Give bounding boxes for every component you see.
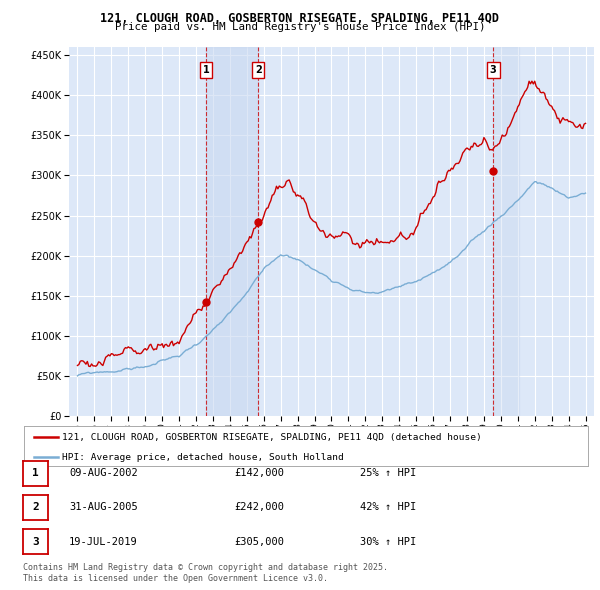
Text: 121, CLOUGH ROAD, GOSBERTON RISEGATE, SPALDING, PE11 4QD: 121, CLOUGH ROAD, GOSBERTON RISEGATE, SP… xyxy=(101,12,499,25)
Text: £142,000: £142,000 xyxy=(234,468,284,478)
Text: This data is licensed under the Open Government Licence v3.0.: This data is licensed under the Open Gov… xyxy=(23,574,328,583)
Text: 31-AUG-2005: 31-AUG-2005 xyxy=(69,503,138,512)
Text: HPI: Average price, detached house, South Holland: HPI: Average price, detached house, Sout… xyxy=(62,453,344,462)
Text: 2: 2 xyxy=(32,503,39,512)
Text: 09-AUG-2002: 09-AUG-2002 xyxy=(69,468,138,478)
Text: 121, CLOUGH ROAD, GOSBERTON RISEGATE, SPALDING, PE11 4QD (detached house): 121, CLOUGH ROAD, GOSBERTON RISEGATE, SP… xyxy=(62,432,482,442)
Text: 3: 3 xyxy=(490,65,497,75)
Text: 2: 2 xyxy=(255,65,262,75)
Text: 25% ↑ HPI: 25% ↑ HPI xyxy=(360,468,416,478)
Text: 3: 3 xyxy=(32,537,39,546)
Text: 1: 1 xyxy=(203,65,209,75)
Text: £242,000: £242,000 xyxy=(234,503,284,512)
Text: 1: 1 xyxy=(32,468,39,478)
Text: 42% ↑ HPI: 42% ↑ HPI xyxy=(360,503,416,512)
Text: 19-JUL-2019: 19-JUL-2019 xyxy=(69,537,138,546)
Text: 30% ↑ HPI: 30% ↑ HPI xyxy=(360,537,416,546)
Text: Price paid vs. HM Land Registry's House Price Index (HPI): Price paid vs. HM Land Registry's House … xyxy=(115,22,485,32)
Bar xyxy=(493,47,518,416)
Text: Contains HM Land Registry data © Crown copyright and database right 2025.: Contains HM Land Registry data © Crown c… xyxy=(23,563,388,572)
Bar xyxy=(206,47,258,416)
Text: £305,000: £305,000 xyxy=(234,537,284,546)
